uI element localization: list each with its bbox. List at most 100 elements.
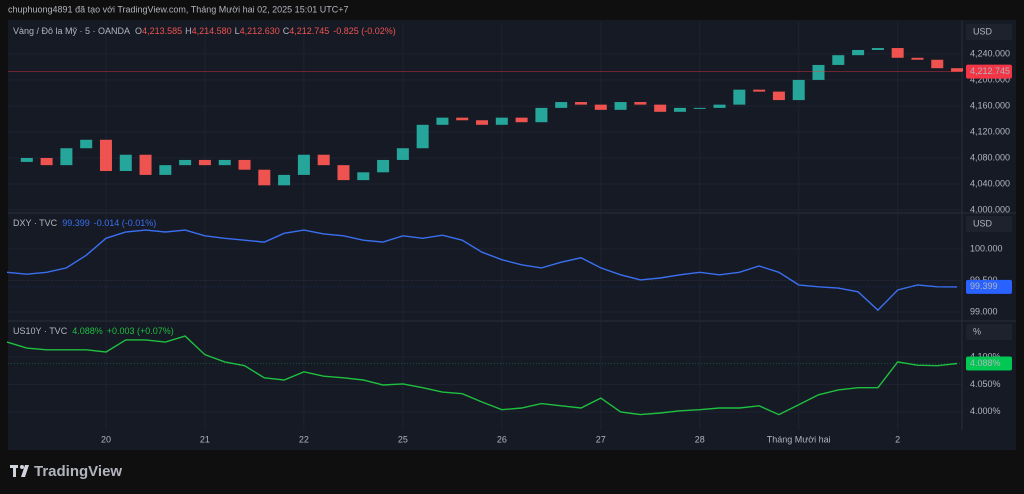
y-tick-label: 4,120.000 bbox=[970, 126, 1010, 136]
x-tick-label: 25 bbox=[398, 434, 408, 444]
y-tick-label: 4,200.000 bbox=[970, 74, 1010, 84]
unit-label: USD bbox=[973, 26, 993, 36]
candle bbox=[337, 165, 350, 181]
legend: DXY · TVC 99.399 -0.014 (-0.01%) bbox=[13, 218, 156, 228]
candle bbox=[258, 169, 271, 186]
chart-area bbox=[8, 20, 1016, 450]
legend-name: DXY · TVC bbox=[13, 218, 58, 228]
legend-key: C bbox=[283, 26, 290, 36]
candle bbox=[614, 102, 627, 110]
candle bbox=[218, 159, 231, 166]
candle bbox=[396, 148, 409, 160]
last-price-label: 4.088% bbox=[970, 358, 1001, 368]
last-price-box bbox=[966, 356, 1012, 371]
legend-value: 4,213.585 bbox=[142, 26, 182, 36]
unit-box bbox=[966, 24, 1012, 40]
candle bbox=[297, 154, 310, 175]
candle bbox=[278, 174, 291, 186]
y-tick-label: 99.000 bbox=[970, 306, 998, 316]
last-price-box bbox=[966, 64, 1012, 79]
candle bbox=[99, 139, 112, 172]
legend-name: US10Y · TVC bbox=[13, 326, 68, 336]
legend-value: 4,214.580 bbox=[192, 26, 232, 36]
y-tick-label: 4.050% bbox=[970, 379, 1001, 389]
candle bbox=[911, 57, 924, 60]
legend: Vàng / Đô la Mỹ · 5 · OANDA O4,213.585 H4,… bbox=[13, 26, 396, 36]
candle bbox=[535, 107, 548, 123]
candle bbox=[179, 159, 192, 166]
y-tick-label: 4,080.000 bbox=[970, 152, 1010, 162]
candle bbox=[238, 159, 251, 170]
candle bbox=[139, 154, 152, 175]
candle bbox=[693, 107, 706, 109]
candle bbox=[871, 48, 884, 50]
unit-box bbox=[966, 216, 1012, 232]
x-tick-label: 20 bbox=[101, 434, 111, 444]
candle bbox=[80, 139, 93, 149]
y-tick-label: 4,040.000 bbox=[970, 178, 1010, 188]
legend-value: 4,212.745 bbox=[289, 26, 329, 36]
candle bbox=[792, 79, 805, 101]
y-tick-label: 4.100% bbox=[970, 351, 1001, 361]
candle bbox=[951, 68, 964, 72]
candle bbox=[713, 104, 726, 108]
x-tick-label: 22 bbox=[299, 434, 309, 444]
candle bbox=[555, 102, 568, 108]
candle bbox=[377, 159, 390, 173]
legend-name: Vàng / Đô la Mỹ · 5 · OANDA bbox=[13, 26, 130, 36]
x-tick-label: 26 bbox=[497, 434, 507, 444]
legend-change: +0.003 (+0.07%) bbox=[107, 326, 174, 336]
series-line bbox=[6, 335, 958, 416]
legend-change: -0.825 (-0.02%) bbox=[333, 26, 396, 36]
candle bbox=[673, 107, 686, 112]
candle bbox=[495, 117, 508, 125]
candle bbox=[159, 165, 172, 175]
x-tick-label: Tháng Mười hai bbox=[767, 434, 831, 444]
candle bbox=[852, 49, 865, 56]
last-price-label: 4,212.745 bbox=[970, 66, 1010, 76]
candle bbox=[594, 104, 607, 110]
candle bbox=[931, 59, 944, 69]
candle bbox=[456, 117, 469, 121]
candle bbox=[60, 148, 73, 166]
candle bbox=[436, 117, 449, 125]
legend-key: L bbox=[235, 26, 240, 36]
candle bbox=[654, 104, 667, 112]
candle bbox=[476, 120, 489, 125]
candle bbox=[416, 124, 429, 149]
candle bbox=[634, 102, 647, 105]
y-tick-label: 4,240.000 bbox=[970, 48, 1010, 58]
candle bbox=[40, 157, 53, 166]
x-tick-label: 2 bbox=[895, 434, 900, 444]
header-text: chuphuong4891 đã tạo với TradingView.com… bbox=[8, 4, 348, 14]
y-tick-label: 100.000 bbox=[970, 243, 1003, 253]
candle bbox=[753, 89, 766, 92]
unit-box bbox=[966, 324, 1012, 340]
last-price-box bbox=[966, 279, 1012, 294]
candle bbox=[357, 172, 370, 181]
series-line bbox=[6, 229, 958, 312]
x-tick-label: 27 bbox=[596, 434, 606, 444]
legend: US10Y · TVC 4.088% +0.003 (+0.07%) bbox=[13, 326, 174, 336]
candle bbox=[812, 64, 825, 80]
legend-key: H bbox=[185, 26, 192, 36]
candle bbox=[891, 48, 904, 58]
x-tick-label: 21 bbox=[200, 434, 210, 444]
legend-value: 99.399 bbox=[62, 218, 90, 228]
unit-label: % bbox=[973, 326, 981, 336]
candle bbox=[574, 102, 587, 105]
brand: TradingView bbox=[34, 463, 122, 480]
candle bbox=[20, 157, 33, 162]
legend-change: -0.014 (-0.01%) bbox=[94, 218, 157, 228]
candle bbox=[733, 89, 746, 105]
legend-value: 4,212.630 bbox=[240, 26, 280, 36]
candle bbox=[317, 154, 330, 166]
last-price-label: 99.399 bbox=[970, 281, 998, 291]
candle bbox=[515, 117, 528, 123]
candle bbox=[198, 159, 211, 166]
candle bbox=[119, 154, 132, 172]
candle bbox=[832, 55, 845, 65]
candle bbox=[772, 91, 785, 101]
